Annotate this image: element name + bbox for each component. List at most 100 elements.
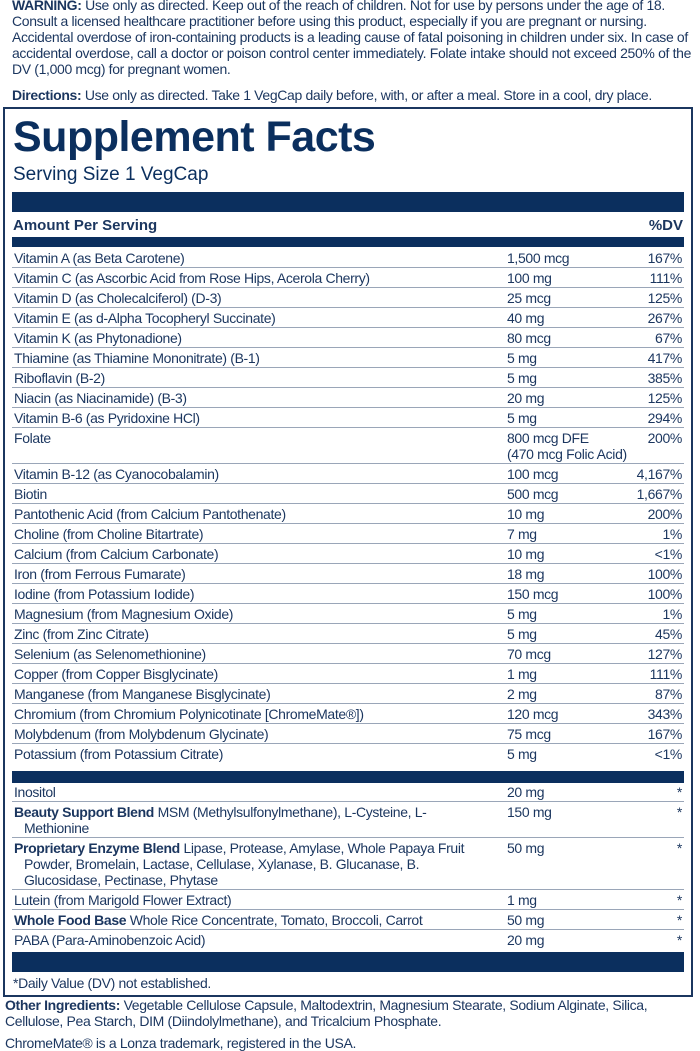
ingredient-name: Chromium (from Chromium Polynicotinate […: [14, 706, 364, 722]
trademark-note: ChromeMate® is a Lonza trademark, regist…: [5, 1035, 356, 1051]
table-row: Vitamin B-6 (as Pyridoxine HCl) 5 mg 294%: [12, 408, 684, 428]
amount-value: 150 mg: [507, 804, 552, 820]
daily-value: 200%: [647, 430, 683, 446]
warning-label: WARNING:: [12, 0, 82, 13]
daily-value: 167%: [647, 726, 683, 742]
amount: 10 mg: [507, 506, 657, 522]
daily-value: 167%: [647, 250, 683, 266]
other-ingredients-label: Other Ingredients:: [5, 997, 121, 1013]
amount-detail: (470 mcg Folic Acid): [507, 446, 627, 462]
dv-header: %DV: [648, 217, 683, 234]
daily-value: <1%: [654, 546, 683, 562]
table-row: Vitamin C (as Ascorbic Acid from Rose Hi…: [12, 268, 684, 288]
blend-name: Beauty Support Blend: [14, 804, 155, 820]
table-row: Vitamin D (as Cholecalciferol) (D-3) 25 m…: [12, 288, 684, 308]
ingredient-name: Proprietary Enzyme Blend Lipase, Proteas…: [12, 840, 469, 888]
amount-value: 20 mg: [507, 390, 545, 406]
ingredient-name: Vitamin B-12 (as Cyanocobalamin): [14, 466, 219, 482]
table-row: Vitamin A (as Beta Carotene) 1,500 mcg 167…: [12, 248, 684, 268]
daily-value: 127%: [647, 646, 683, 662]
amount-value: 1 mg: [507, 892, 537, 908]
blend-contents: MSM (Methylsulfonylmethane), L-Cysteine,…: [24, 804, 427, 836]
daily-value: 111%: [649, 270, 683, 286]
amount: 50 mg: [507, 840, 657, 856]
ingredient-name: Pantothenic Acid (from Calcium Pantothen…: [14, 506, 286, 522]
warning-text: WARNING: Use only as directed. Keep out …: [12, 0, 692, 77]
panel-title: Supplement Facts: [13, 113, 376, 161]
amount-value: 1,500 mcg: [507, 250, 570, 266]
amount-value: 800 mcg DFE: [507, 430, 589, 446]
amount: 150 mcg: [507, 586, 657, 602]
directions-text: Directions: Use only as directed. Take 1…: [12, 87, 696, 103]
amount: 100 mcg: [507, 466, 657, 482]
daily-value: 87%: [655, 686, 682, 702]
ingredient-name: Copper (from Copper Bisglycinate): [14, 666, 218, 682]
table-row: Choline (from Choline Bitartrate) 7 mg 1%: [12, 524, 684, 544]
amount-value: 10 mg: [507, 506, 545, 522]
ingredient-name: Choline (from Choline Bitartrate): [14, 526, 204, 542]
table-row: Biotin 500 mcg 1,667%: [12, 484, 684, 504]
daily-value: *: [676, 912, 682, 928]
amount-value: 40 mg: [507, 310, 545, 326]
daily-value: 67%: [655, 330, 682, 346]
serving-size: Serving Size 1 VegCap: [13, 164, 209, 185]
amount-value: 20 mg: [507, 784, 545, 800]
ingredient-name: Vitamin D (as Cholecalciferol) (D-3): [14, 290, 222, 306]
warning-body: Use only as directed. Keep out of the re…: [12, 0, 691, 77]
amount: 25 mcg: [507, 290, 657, 306]
daily-value: 1,667%: [636, 486, 683, 502]
amount-value: 10 mg: [507, 546, 545, 562]
directions-body: Use only as directed. Take 1 VegCap dail…: [84, 87, 652, 103]
column-header: Amount Per Serving %DV: [13, 216, 683, 236]
amount-value: 25 mcg: [507, 290, 551, 306]
other-ingredients-table: Inositol 20 mg * Beauty Support Blend MSM (…: [12, 782, 684, 949]
blend-contents: Whole Rice Concentrate, Tomato, Broccoli…: [129, 912, 423, 928]
table-row: Chromium (from Chromium Polynicotinate […: [12, 704, 684, 724]
ingredient-name: Inositol: [14, 784, 56, 800]
supplement-facts-panel: Supplement Facts Serving Size 1 VegCap A…: [3, 107, 693, 997]
table-row: Beauty Support Blend MSM (Methylsulfonyl…: [12, 802, 684, 838]
table-row: PABA (Para-Aminobenzoic Acid) 20 mg *: [12, 930, 684, 949]
amount-value: 500 mcg: [507, 486, 559, 502]
table-row: Thiamine (as Thiamine Mononitrate) (B-1)…: [12, 348, 684, 368]
ingredient-name: Vitamin E (as d-Alpha Tocopheryl Succina…: [14, 310, 276, 326]
table-row: Lutein (from Marigold Flower Extract) 1 m…: [12, 890, 684, 910]
daily-value: 1%: [662, 526, 682, 542]
amount: 18 mg: [507, 566, 657, 582]
ingredient-name: Vitamin B-6 (as Pyridoxine HCl): [14, 410, 200, 426]
ingredient-name: Manganese (from Manganese Bisglycinate): [14, 686, 271, 702]
divider-bar: [12, 237, 684, 247]
table-row: Iodine (from Potassium Iodide) 150 mcg 100…: [12, 584, 684, 604]
table-row: Magnesium (from Magnesium Oxide) 5 mg 1%: [12, 604, 684, 624]
table-row: Niacin (as Niacinamide) (B-3) 20 mg 125%: [12, 388, 684, 408]
daily-value: 1%: [662, 606, 682, 622]
amount: 800 mcg DFE (470 mcg Folic Acid): [507, 430, 657, 462]
amount: 20 mg: [507, 784, 657, 800]
table-row: Pantothenic Acid (from Calcium Pantothen…: [12, 504, 684, 524]
amount: 10 mg: [507, 546, 657, 562]
amount-value: 5 mg: [507, 626, 537, 642]
divider-bar: [12, 771, 684, 783]
daily-value: 200%: [647, 506, 683, 522]
ingredient-name: Folate: [14, 430, 51, 446]
ingredient-name: Vitamin C (as Ascorbic Acid from Rose Hi…: [14, 270, 370, 286]
table-row: Folate 800 mcg DFE (470 mcg Folic Acid) 200…: [12, 428, 684, 464]
amount: 50 mg: [507, 912, 657, 928]
daily-value: 4,167%: [636, 466, 683, 482]
daily-value: 100%: [647, 586, 683, 602]
table-row: Zinc (from Zinc Citrate) 5 mg 45%: [12, 624, 684, 644]
amount: 500 mcg: [507, 486, 657, 502]
amount-value: 150 mcg: [507, 586, 559, 602]
table-row: Riboflavin (B-2) 5 mg 385%: [12, 368, 684, 388]
amount: 100 mg: [507, 270, 657, 286]
amount-value: 18 mg: [507, 566, 545, 582]
table-row: Proprietary Enzyme Blend Lipase, Proteas…: [12, 838, 684, 890]
blend-name: Whole Food Base: [14, 912, 127, 928]
table-row: Manganese (from Manganese Bisglycinate) 2…: [12, 684, 684, 704]
table-row: Inositol 20 mg *: [12, 782, 684, 802]
daily-value: *: [676, 932, 682, 948]
directions-label: Directions:: [12, 87, 82, 103]
ingredient-name: Zinc (from Zinc Citrate): [14, 626, 149, 642]
amount-value: 5 mg: [507, 606, 537, 622]
other-ingredients-body: Vegetable Cellulose Capsule, Maltodextri…: [5, 997, 648, 1029]
